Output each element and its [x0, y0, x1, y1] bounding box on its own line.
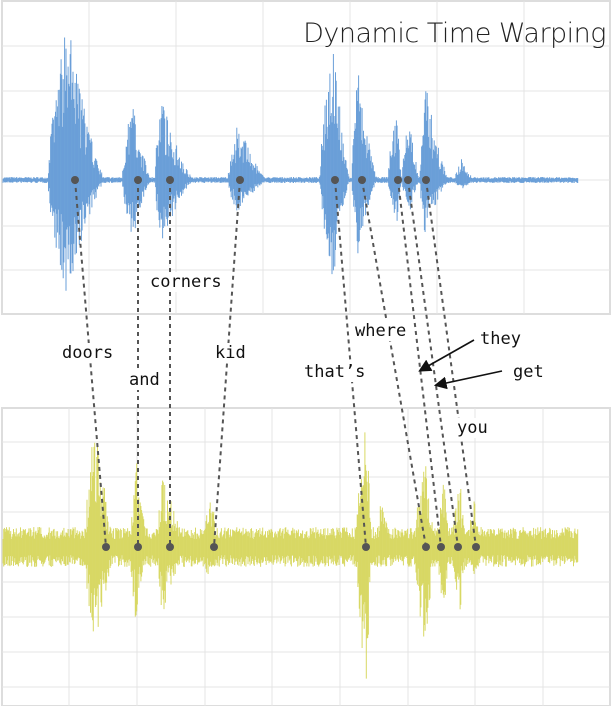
bottom-panel-waveform	[2, 432, 579, 679]
alignment-link-kid	[213, 179, 241, 548]
bottom-waveform-panel	[1, 407, 611, 707]
alignment-dots	[71, 176, 480, 551]
bottom-alignment-dot	[102, 543, 110, 551]
bottom-alignment-dot	[134, 543, 142, 551]
bottom-alignment-dot	[422, 543, 430, 551]
bottom-alignment-dot	[472, 543, 480, 551]
chart-title: Dynamic Time Warping	[303, 18, 606, 49]
top-panel-frame	[1, 0, 611, 315]
top-alignment-dot	[394, 176, 402, 184]
top-panel-waveform	[2, 37, 579, 291]
word-label-corners: corners	[148, 272, 224, 292]
word-label-get: get	[511, 362, 546, 382]
bottom-alignment-dot	[210, 543, 218, 551]
bottom-alignment-dot	[437, 543, 445, 551]
word-label-where: where	[353, 321, 409, 341]
alignment-link-doors	[74, 179, 107, 548]
top-alignment-dot	[236, 176, 244, 184]
top-alignment-dot	[404, 176, 412, 184]
word-label-they: they	[478, 329, 523, 349]
top-waveform-panel	[1, 0, 611, 315]
word-label-kid: kid	[213, 343, 248, 363]
top-alignment-dot	[331, 176, 339, 184]
alignment-link-where	[361, 179, 427, 548]
word-label-you: you	[455, 418, 490, 438]
word-label-doors: doors	[60, 343, 116, 363]
bottom-alignment-dot	[362, 543, 370, 551]
top-alignment-dot	[422, 176, 430, 184]
top-alignment-dot	[166, 176, 174, 184]
word-label-and: and	[127, 370, 162, 390]
bottom-alignment-dot	[454, 543, 462, 551]
top-alignment-dot	[358, 176, 366, 184]
word-label-thats: that’s	[302, 362, 368, 382]
top-alignment-dot	[71, 176, 79, 184]
bottom-alignment-dot	[166, 543, 174, 551]
top-alignment-dot	[134, 176, 142, 184]
